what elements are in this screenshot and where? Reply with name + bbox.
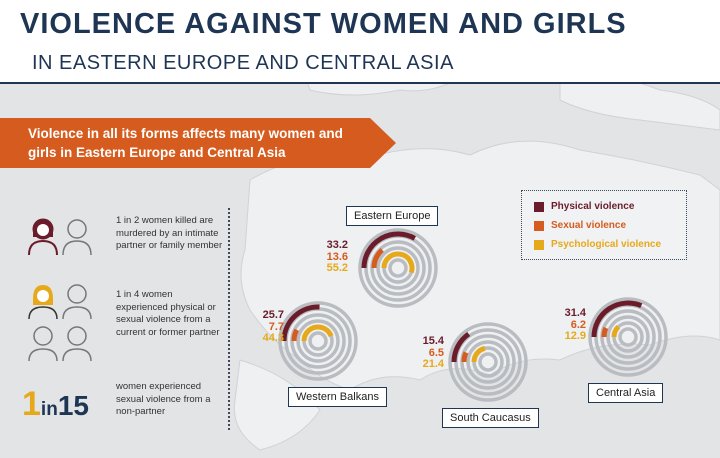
header-rule (0, 82, 720, 84)
region-label-south-caucasus: South Caucasus (442, 408, 539, 428)
values-central-asia: 31.4 6.2 12.9 (552, 307, 586, 343)
legend-swatch (534, 220, 544, 231)
ring-track (588, 297, 668, 377)
legend-item-psychological: Psychological violence (534, 239, 661, 250)
ring-chart-central-asia (588, 297, 668, 377)
value-physical: 33.2 (326, 239, 348, 251)
woman-outline-icon (28, 326, 58, 362)
value-psychological: 55.2 (326, 262, 348, 274)
panel-divider (228, 208, 230, 430)
icon-row-1 (28, 218, 92, 256)
value-sexual: 13.6 (326, 250, 348, 263)
page-subtitle: IN EASTERN EUROPE AND CENTRAL ASIA (32, 52, 454, 74)
legend-label: Psychological violence (551, 239, 662, 250)
stat-non-partner: women experienced sexual violence from a… (116, 381, 211, 417)
page-title: VIOLENCE AGAINST WOMEN AND GIRLS (20, 8, 627, 40)
big-stat-in: in (40, 399, 58, 420)
value-sexual: 6.2 (570, 318, 586, 331)
ring-arc-psychological (381, 251, 415, 274)
ring-chart-eastern-europe (358, 228, 438, 308)
ring-chart-south-caucasus (448, 322, 528, 402)
ring-arc-psychological (611, 325, 621, 338)
region-label-central-asia: Central Asia (588, 383, 664, 403)
ring-track (278, 301, 358, 381)
ring-arc-psychological (471, 345, 486, 363)
stat-1-in-15: 1in15 (22, 385, 89, 424)
value-psychological: 12.9 (564, 330, 586, 342)
stat-1-in-2: 1 in 2 women killed are murdered by an i… (116, 215, 223, 251)
woman-yellow-icon (28, 285, 58, 320)
woman-outline-icon (62, 219, 92, 256)
legend-item-sexual: Sexual violence (534, 220, 626, 231)
icon-row-2 (28, 284, 92, 362)
ring-arc-sexual (291, 328, 300, 342)
ring-arc-sexual (371, 248, 384, 269)
big-stat-fifteen: 15 (57, 390, 89, 421)
legend-label: Sexual violence (551, 220, 627, 231)
value-sexual: 7.7 (268, 320, 284, 333)
stat-1-in-4: 1 in 4 women experienced physical or sex… (116, 289, 220, 338)
values-western-balkans: 25.7 7.7 44.3 (250, 309, 284, 345)
ring-track (388, 258, 408, 278)
ring-track (290, 313, 346, 369)
ring-track (466, 340, 510, 384)
woman-outline-icon (62, 284, 92, 320)
legend-label: Physical violence (551, 201, 635, 212)
woman-outline-icon (62, 326, 92, 362)
values-south-caucasus: 15.4 6.5 21.4 (410, 335, 444, 371)
woman-dark-icon (28, 218, 58, 256)
value-physical: 15.4 (422, 335, 444, 347)
value-physical: 25.7 (262, 309, 284, 321)
region-label-western-balkans: Western Balkans (288, 387, 387, 407)
ring-track (478, 352, 498, 372)
ring-arc-sexual (601, 326, 609, 338)
legend: Physical violence Sexual violence Psycho… (521, 190, 687, 260)
ring-arc-sexual (461, 351, 469, 363)
header: VIOLENCE AGAINST WOMEN AND GIRLS IN EAST… (0, 0, 720, 82)
legend-swatch (534, 201, 544, 212)
ring-arc-physical (591, 300, 643, 338)
region-label-eastern-europe: Eastern Europe (346, 206, 439, 226)
ring-track (308, 331, 328, 351)
ring-arc-psychological (301, 324, 334, 342)
ring-chart-western-balkans (278, 301, 358, 381)
value-psychological: 21.4 (422, 358, 444, 370)
banner: Violence in all its forms affects many w… (0, 118, 396, 168)
ring-track (358, 228, 438, 308)
big-stat-one: 1 (22, 385, 41, 423)
values-eastern-europe: 33.2 13.6 55.2 (314, 239, 348, 275)
ring-track (600, 309, 656, 365)
ring-track (460, 334, 516, 390)
ring-track (606, 315, 650, 359)
ring-arc-physical (281, 304, 320, 342)
value-psychological: 44.3 (262, 332, 284, 344)
legend-swatch (534, 239, 544, 250)
ring-track (448, 322, 528, 402)
ring-track (296, 319, 340, 363)
legend-item-physical: Physical violence (534, 201, 634, 212)
ring-track (618, 327, 638, 347)
value-sexual: 6.5 (428, 346, 444, 359)
ring-track (376, 246, 420, 290)
value-physical: 31.4 (564, 307, 586, 319)
ring-arc-physical (451, 331, 471, 363)
banner-text: Violence in all its forms affects many w… (28, 126, 343, 160)
ring-arc-physical (361, 231, 416, 269)
